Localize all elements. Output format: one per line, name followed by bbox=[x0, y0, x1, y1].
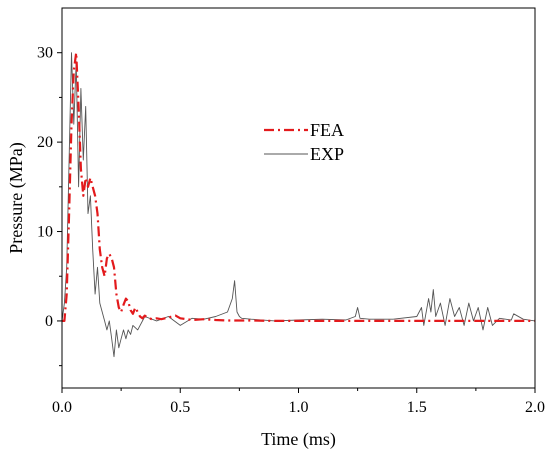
x-tick-label: 2.0 bbox=[525, 399, 545, 416]
x-axis-title: Time (ms) bbox=[261, 429, 336, 450]
x-axis: 0.0 0.5 1.0 1.5 2.0 bbox=[52, 388, 545, 416]
y-tick-label: 10 bbox=[37, 224, 53, 241]
y-tick-label: 30 bbox=[37, 45, 53, 62]
x-tick-label: 0.5 bbox=[170, 399, 190, 416]
legend-label-exp: EXP bbox=[310, 144, 344, 164]
y-axis-title: Pressure (MPa) bbox=[6, 142, 27, 253]
y-tick-label: 20 bbox=[37, 134, 53, 151]
x-tick-label: 1.0 bbox=[289, 399, 309, 416]
y-tick-label: 0 bbox=[45, 313, 53, 330]
x-tick-label: 1.5 bbox=[407, 399, 427, 416]
legend-label-fea: FEA bbox=[310, 120, 344, 140]
legend: FEA EXP bbox=[264, 120, 344, 164]
series-line-exp bbox=[62, 52, 535, 358]
x-tick-label: 0.0 bbox=[52, 399, 72, 416]
y-axis: 0 10 20 30 bbox=[37, 45, 62, 367]
series-line-fea bbox=[62, 51, 535, 322]
